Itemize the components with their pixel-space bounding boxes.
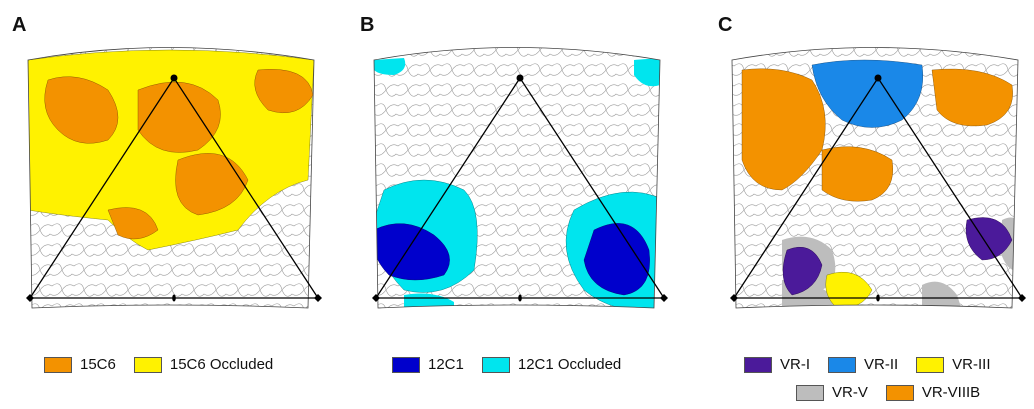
legend-swatch [744, 356, 772, 373]
legend-c-item-vr-viiib: VR-VIIIB [885, 384, 981, 401]
map-boundary [27, 47, 315, 309]
legend-c-row-1: VR-I VR-II VR-III [744, 356, 1009, 373]
threefold-vertex-right [660, 294, 668, 302]
legend-swatch [392, 356, 420, 373]
epitope-region-right [583, 223, 650, 296]
legend-c-item-vr-v: VR-V [796, 384, 868, 401]
panel-b-map [364, 40, 670, 328]
vr-i-region-right [965, 217, 1013, 261]
vr-viiib-region-center [821, 146, 893, 202]
panel-c-map [722, 40, 1028, 328]
panel-b-surface-map [372, 47, 668, 309]
epitope-region-5 [107, 207, 159, 240]
vr-iii-region-edge [1017, 205, 1018, 220]
fivefold-vertex [170, 74, 178, 82]
legend-label: VR-III [952, 356, 991, 373]
panel-a-map [18, 40, 324, 328]
legend-label: VR-VIIIB [921, 384, 981, 401]
twofold-marker [876, 294, 880, 302]
threefold-vertex-left [372, 294, 380, 302]
map-boundary [731, 47, 1019, 309]
legend-label: 15C6 Occluded [169, 356, 274, 373]
vr-v-region-bottom [922, 281, 962, 308]
legend-c-row-2: VR-V VR-VIIIB [796, 384, 998, 401]
twofold-marker [518, 294, 522, 302]
legend-a-item-15c6-occluded: 15C6 Occluded [133, 356, 274, 373]
fivefold-vertex [874, 74, 882, 82]
occluded-corner-right [634, 58, 660, 87]
threefold-vertex-left [26, 294, 34, 302]
threefold-vertex-left [730, 294, 738, 302]
legend-label: 15C6 [80, 356, 116, 373]
panel-c-label: C [718, 14, 733, 36]
legend-b: 12C1 12C1 Occluded [392, 356, 639, 373]
occluded-corner-left [374, 58, 406, 75]
legend-c-item-vr-i: VR-I [744, 356, 810, 373]
legend-a: 15C6 15C6 Occluded [44, 356, 291, 373]
vr-i-region-left [782, 246, 823, 296]
legend-swatch [916, 356, 945, 373]
legend-label: VR-I [780, 356, 810, 373]
twofold-marker [172, 294, 176, 302]
panel-b-label: B [360, 14, 375, 36]
vr-iii-region [825, 271, 873, 308]
legend-label: VR-V [832, 384, 868, 401]
legend-b-item-12c1: 12C1 [392, 356, 464, 373]
legend-swatch [885, 384, 914, 401]
panel-c-surface-map [730, 47, 1026, 309]
legend-c-item-vr-ii: VR-II [828, 356, 898, 373]
legend-label: VR-II [864, 356, 899, 373]
legend-swatch [481, 356, 510, 373]
epitope-region-left [374, 223, 450, 281]
map-boundary [373, 47, 661, 309]
panel-a-label: A [12, 14, 27, 36]
vr-viiib-region-right [931, 68, 1013, 127]
legend-a-item-15c6: 15C6 [44, 356, 116, 373]
epitope-region-4 [254, 69, 314, 114]
legend-swatch [44, 356, 72, 373]
legend-label: 12C1 [428, 356, 464, 373]
epitope-region-2 [137, 81, 221, 153]
legend-label: 12C1 Occluded [517, 356, 622, 373]
legend-swatch [133, 356, 162, 373]
legend-swatch [796, 384, 824, 401]
epitope-region-1 [44, 76, 119, 144]
legend-swatch [828, 356, 856, 373]
legend-b-item-12c1-occluded: 12C1 Occluded [481, 356, 622, 373]
epitope-region-3 [175, 153, 249, 216]
threefold-vertex-right [314, 294, 322, 302]
threefold-vertex-right [1018, 294, 1026, 302]
fivefold-vertex [516, 74, 524, 82]
legend-c-item-vr-iii: VR-III [916, 356, 991, 373]
panel-a-surface-map [26, 47, 322, 309]
